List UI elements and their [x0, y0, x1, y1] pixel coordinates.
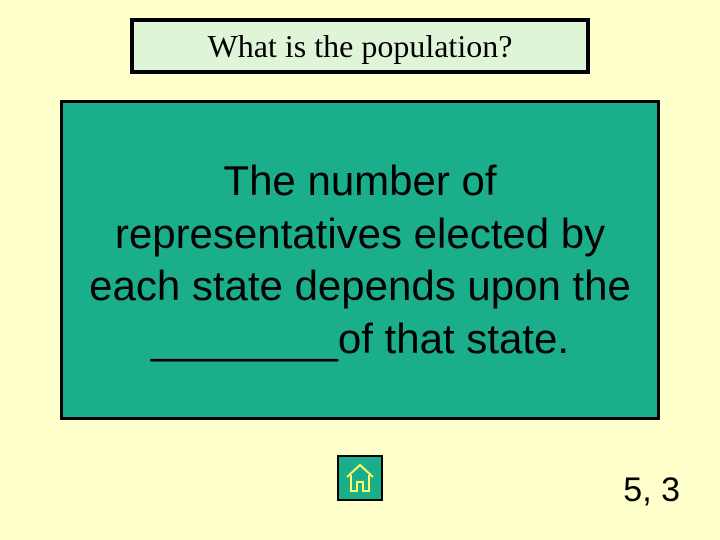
question-text: What is the population?	[208, 28, 513, 65]
answer-box: The number of representatives elected by…	[60, 100, 660, 420]
answer-text: The number of representatives elected by…	[83, 155, 637, 365]
home-button[interactable]	[337, 455, 383, 501]
home-icon	[343, 461, 377, 495]
score-label: 5, 3	[623, 471, 680, 510]
question-box: What is the population?	[130, 18, 590, 74]
